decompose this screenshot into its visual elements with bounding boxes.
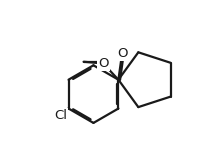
Text: O: O — [117, 47, 128, 60]
Text: O: O — [98, 57, 109, 70]
Text: Cl: Cl — [54, 109, 67, 122]
